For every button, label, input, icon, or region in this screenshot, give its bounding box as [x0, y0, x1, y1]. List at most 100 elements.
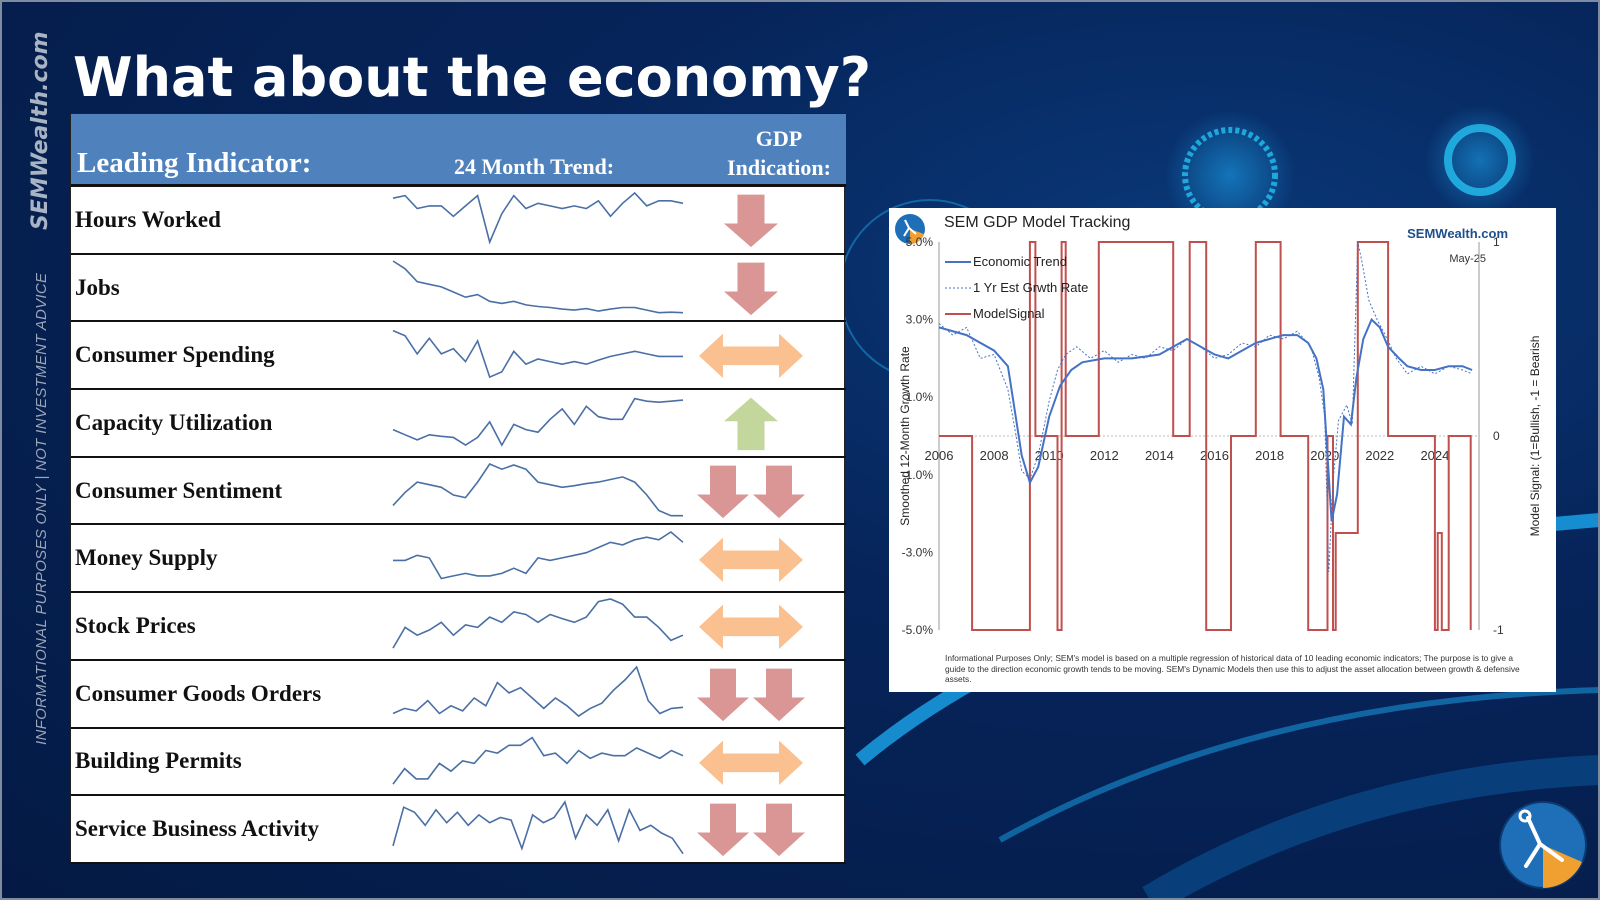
x-tick-label: 2020 — [1310, 448, 1339, 463]
chart-brand: SEMWealth.com — [1407, 226, 1508, 241]
y-tick-label: -3.0% — [902, 545, 934, 559]
y-axis-label: Smoothed 12-Month Growth Rate — [898, 346, 912, 526]
series-line-modelsignal — [939, 241, 1472, 631]
table-row: Service Business Activity — [71, 796, 846, 864]
flat-arrow-icon — [699, 334, 803, 379]
trend-line — [392, 665, 684, 717]
table-row: Money Supply — [71, 526, 846, 594]
row-label: Building Permits — [75, 748, 242, 774]
trend-line — [393, 530, 684, 579]
up-arrow-icon — [724, 397, 778, 451]
y2-axis-label: Model Signal: (1=Bullish, -1 = Bearish — [1528, 336, 1542, 537]
side-disclaimer-text: INFORMATIONAL PURPOSES ONLY | NOT INVEST… — [33, 272, 50, 745]
row-label: Service Business Activity — [75, 816, 320, 842]
trend-line — [392, 598, 684, 649]
row-label: Capacity Utilization — [75, 409, 273, 435]
legend-entry: ModelSignal — [973, 306, 1045, 321]
flat-arrow-icon — [699, 740, 803, 785]
trend-sparkline — [392, 191, 684, 245]
series-line-economic-trend — [938, 317, 1473, 522]
trend-sparkline — [392, 665, 684, 717]
arrow-shape — [724, 397, 778, 451]
arrow-shape — [697, 465, 749, 518]
trend-line — [392, 800, 684, 855]
trend-sparkline — [392, 330, 683, 379]
arrow-shape — [697, 668, 749, 721]
page-title: What about the economy? — [73, 46, 872, 109]
arrow-shape — [699, 604, 803, 650]
double-down-arrow-icon — [697, 668, 805, 721]
trend-sparkline — [392, 260, 684, 314]
table-header: Leading Indicator: 24 Month Trend: GDP I… — [71, 114, 846, 187]
arrow-shape — [753, 465, 805, 518]
trend-sparkline — [392, 462, 683, 517]
header-gdp-line2: Indication: — [727, 155, 831, 180]
trend-line — [392, 397, 684, 447]
double-down-arrow-icon — [697, 465, 805, 518]
y-tick-label: 3.0% — [906, 313, 934, 327]
trend-line — [392, 736, 684, 785]
x-tick-label: 2018 — [1255, 448, 1284, 463]
arrow-shape — [724, 262, 778, 315]
legend-entry: Economic Trend — [973, 254, 1067, 269]
double-down-arrow-icon — [697, 803, 805, 857]
row-label: Money Supply — [75, 545, 218, 571]
row-label: Stock Prices — [75, 613, 196, 639]
gdp-model-chart-card: SEM GDP Model Tracking SEMWealth.com May… — [889, 208, 1556, 692]
trend-sparkline — [392, 800, 684, 855]
flat-arrow-icon — [699, 537, 803, 582]
indicator-table: Leading Indicator: 24 Month Trend: GDP I… — [70, 113, 846, 864]
x-tick-label: 2016 — [1200, 448, 1229, 463]
y2-tick-label: 0 — [1493, 429, 1500, 443]
row-label: Jobs — [75, 274, 120, 300]
trend-line — [392, 462, 683, 517]
trend-line — [392, 260, 684, 314]
trend-sparkline — [392, 736, 684, 785]
sem-badge-icon — [1499, 801, 1587, 889]
chart-date-label: May-25 — [1449, 253, 1486, 265]
row-label: Consumer Sentiment — [75, 477, 283, 503]
table-row: Jobs — [71, 255, 846, 323]
gdp-model-chart: 5.0% 3.0% 1.0% -1.0% -3.0% -5.0% 1 0 -1 2006 2008 2… — [898, 235, 1542, 637]
legend-entry: 1 Yr Est Grwth Rate — [973, 280, 1088, 295]
x-tick-label: 2006 — [925, 448, 954, 463]
chart-footnote: Informational Purposes Only; SEM's model… — [945, 653, 1520, 684]
header-gdp-indication: GDP Indication: — [714, 124, 844, 182]
down-arrow-icon — [724, 194, 778, 248]
arrow-shape — [699, 740, 803, 785]
down-arrow-icon — [724, 262, 778, 315]
sem-logo-icon — [895, 214, 925, 244]
row-label: Hours Worked — [75, 206, 221, 232]
trend-sparkline — [393, 530, 684, 579]
table-row: Consumer Spending — [71, 322, 846, 391]
x-tick-label: 2012 — [1090, 448, 1119, 463]
header-leading-indicator: Leading Indicator: — [77, 147, 312, 179]
trend-line — [392, 330, 683, 379]
table-row: Consumer Goods Orders — [71, 661, 846, 729]
row-label: Consumer Spending — [75, 342, 275, 368]
x-tick-label: 2008 — [980, 448, 1009, 463]
x-tick-label: 2014 — [1145, 448, 1174, 463]
table-row: Capacity Utilization — [71, 390, 846, 458]
chart-title: SEM GDP Model Tracking — [944, 214, 1131, 231]
arrow-shape — [699, 334, 803, 379]
trend-sparkline — [392, 598, 684, 649]
y-tick-label: 1.0% — [906, 390, 934, 404]
trend-sparkline — [392, 397, 684, 447]
y2-tick-label: -1 — [1493, 623, 1504, 637]
arrow-shape — [753, 668, 805, 721]
table-row: Stock Prices — [71, 593, 846, 661]
arrow-shape — [724, 194, 778, 248]
arrow-shape — [753, 803, 805, 857]
header-gdp-line1: GDP — [755, 126, 803, 151]
x-tick-label: 2022 — [1365, 448, 1394, 463]
table-row: Consumer Sentiment — [71, 458, 846, 526]
table-row: Building Permits — [71, 729, 846, 797]
flat-arrow-icon — [699, 604, 803, 650]
trend-line — [392, 191, 684, 245]
arrow-shape — [697, 803, 749, 857]
row-label: Consumer Goods Orders — [75, 680, 322, 706]
header-24-month-trend: 24 Month Trend: — [454, 154, 615, 179]
y-tick-label: -5.0% — [902, 623, 934, 637]
